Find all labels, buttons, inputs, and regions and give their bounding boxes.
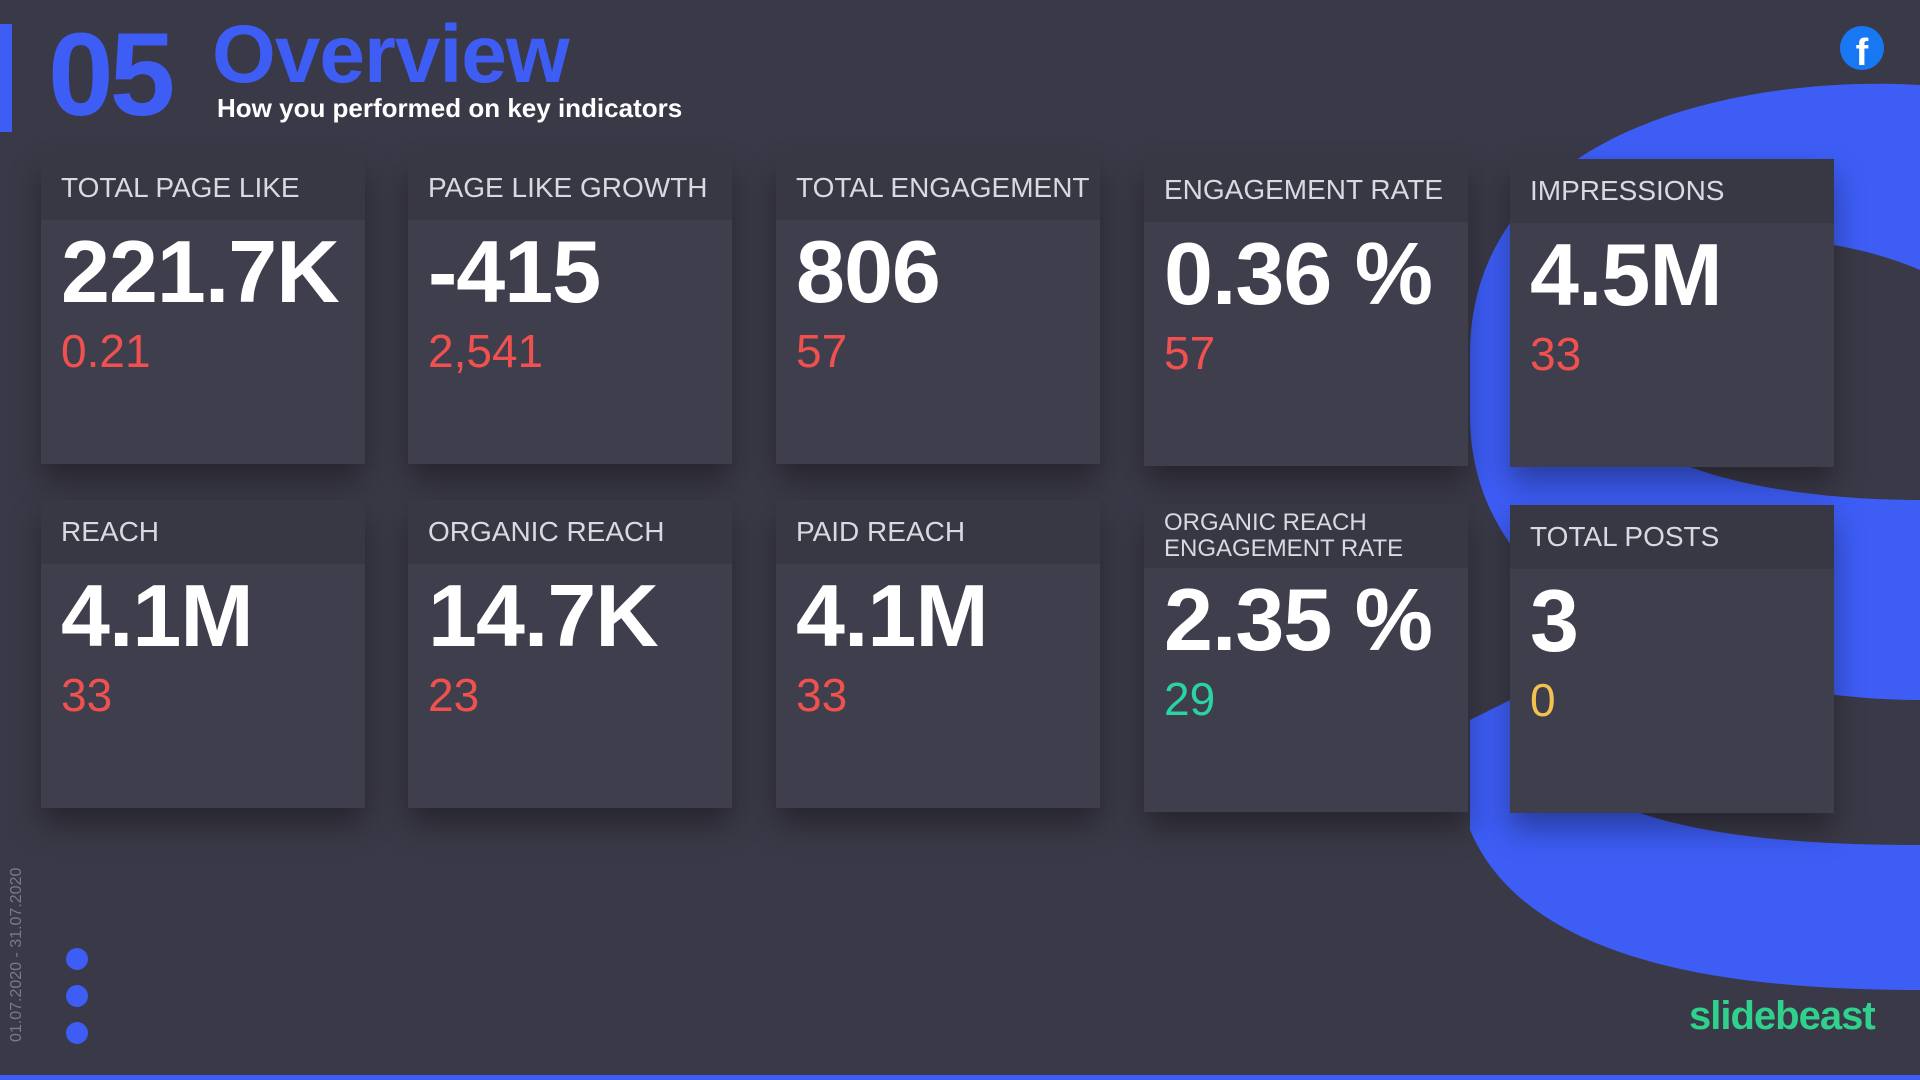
section-number: 05 [48, 9, 175, 141]
metric-card-reach: REACH 4.1M 33 [41, 500, 365, 808]
page-title: Overview [212, 9, 570, 100]
metric-label: TOTAL POSTS [1510, 505, 1834, 569]
metric-value: 4.1M [61, 566, 254, 665]
metric-change: 33 [796, 669, 848, 721]
metric-value: 4.1M [796, 566, 989, 665]
metric-label: ORGANIC REACH ENGAGEMENT RATE [1144, 504, 1468, 568]
metric-change: 33 [1530, 328, 1582, 380]
nav-dot[interactable] [66, 1022, 88, 1044]
metric-value: 2.35 % [1164, 570, 1433, 669]
metric-value: 14.7K [428, 566, 659, 665]
header-accent-bar [0, 24, 12, 132]
metric-label: ENGAGEMENT RATE [1144, 158, 1468, 222]
metric-value: 0.36 % [1164, 224, 1433, 323]
metric-change: 0.21 [61, 325, 151, 377]
metric-label: IMPRESSIONS [1510, 159, 1834, 223]
metric-label: TOTAL PAGE LIKE [41, 156, 365, 220]
metric-value: 3 [1530, 571, 1579, 670]
metric-label: REACH [41, 500, 365, 564]
metric-card-engagement-rate: ENGAGEMENT RATE 0.36 % 57 [1144, 158, 1468, 466]
facebook-icon: f [1840, 26, 1884, 74]
metric-label: ORGANIC REACH [408, 500, 732, 564]
metric-label: TOTAL ENGAGEMENT [776, 156, 1100, 220]
nav-dot[interactable] [66, 948, 88, 970]
metric-card-organic-reach-engagement-rate: ORGANIC REACH ENGAGEMENT RATE 2.35 % 29 [1144, 504, 1468, 812]
metric-change: 29 [1164, 673, 1216, 725]
metric-change: 57 [1164, 327, 1216, 379]
metric-change: 57 [796, 325, 848, 377]
metric-label: PAGE LIKE GROWTH [408, 156, 732, 220]
metric-change: 0 [1530, 674, 1556, 726]
page-subtitle: How you performed on key indicators [217, 93, 683, 123]
metric-card-total-engagement: TOTAL ENGAGEMENT 806 57 [776, 156, 1100, 464]
metric-change: 23 [428, 669, 480, 721]
metric-card-total-page-like: TOTAL PAGE LIKE 221.7K 0.21 [41, 156, 365, 464]
metric-card-page-like-growth: PAGE LIKE GROWTH -415 2,541 [408, 156, 732, 464]
date-range: 01.07.2020 - 31.07.2020 [8, 867, 25, 1042]
metric-card-organic-reach: ORGANIC REACH 14.7K 23 [408, 500, 732, 808]
metric-change: 2,541 [428, 325, 544, 377]
metric-card-paid-reach: PAID REACH 4.1M 33 [776, 500, 1100, 808]
metric-value: -415 [428, 222, 601, 321]
metric-value: 806 [796, 222, 941, 321]
nav-dot[interactable] [66, 985, 88, 1007]
bottom-accent-bar [0, 1075, 1920, 1080]
metric-change: 33 [61, 669, 113, 721]
brand-logo: slidebeast [1689, 994, 1876, 1038]
metric-card-total-posts: TOTAL POSTS 3 0 [1510, 505, 1834, 813]
metric-label: PAID REACH [776, 500, 1100, 564]
metric-value: 221.7K [61, 222, 340, 321]
metric-value: 4.5M [1530, 225, 1723, 324]
metric-card-impressions: IMPRESSIONS 4.5M 33 [1510, 159, 1834, 467]
